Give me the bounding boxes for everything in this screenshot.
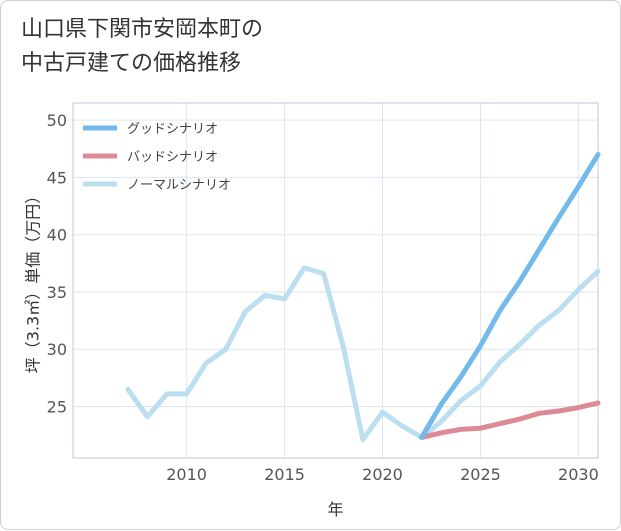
x-tick-label: 2030 [558,465,599,484]
y-tick-label: 30 [47,340,67,359]
chart-title: 山口県下関市安岡本町の 中古戸建ての価格推移 [21,17,264,76]
y-tick-label: 50 [47,111,67,130]
series-line-2 [125,265,601,443]
x-tick-label: 2020 [362,465,403,484]
x-axis-label: 年 [327,500,343,519]
legend-label: ノーマルシナリオ [127,178,231,193]
legend-label: グッドシナリオ [127,122,218,137]
x-tick-label: 2025 [460,465,501,484]
y-axis-label: 坪（3.3㎡）単価（万円） [24,188,43,373]
x-tick-label: 2010 [166,465,207,484]
y-tick-label: 35 [47,283,67,302]
axis-ticks: 2010 2015 2020 2025 2030 25 30 35 40 45 50 [47,111,599,484]
series-line-1 [419,400,601,440]
series-lines [125,152,601,443]
legend-label: バッドシナリオ [127,150,218,165]
plot-area [72,102,599,459]
y-tick-label: 25 [47,397,67,416]
x-tick-label: 2015 [264,465,305,484]
y-tick-label: 45 [47,168,67,187]
y-tick-label: 40 [47,226,67,245]
series-line-0 [419,152,601,440]
